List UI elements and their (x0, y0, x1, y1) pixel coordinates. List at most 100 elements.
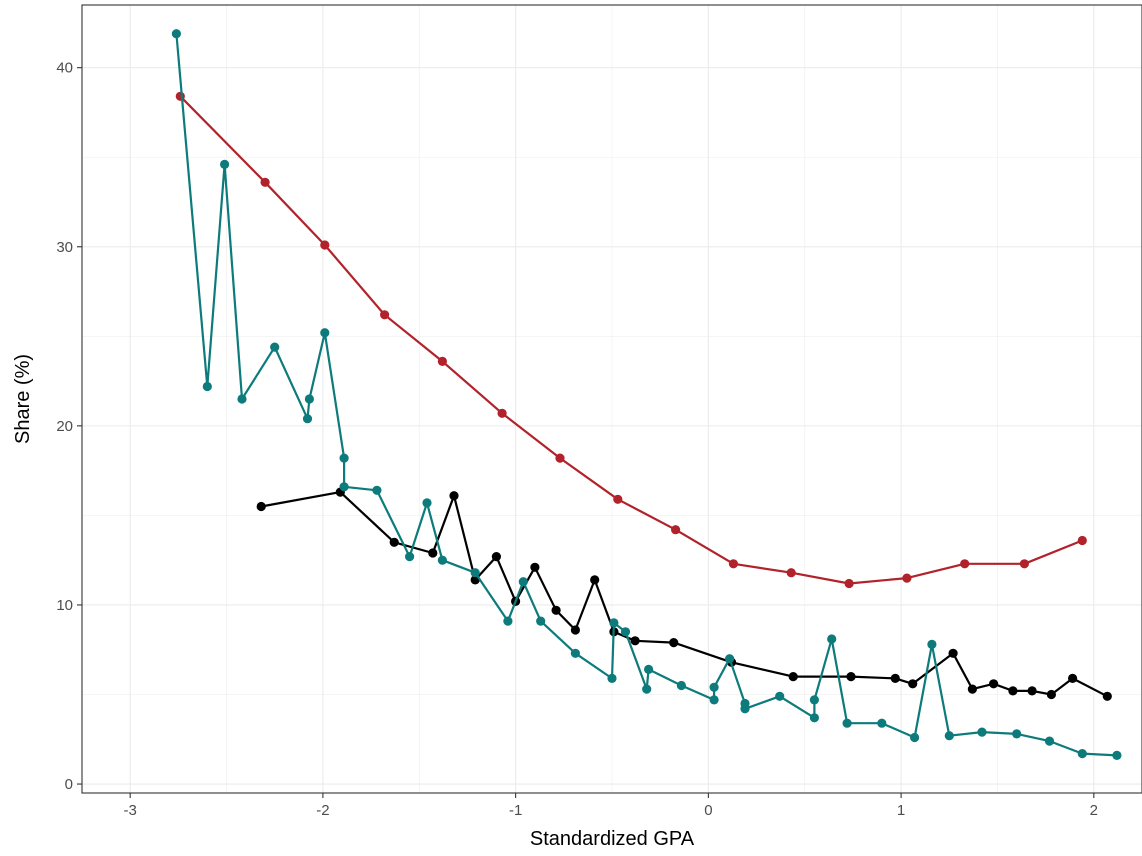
data-point (570, 625, 581, 635)
y-tick-labels: 0 10 20 30 40 (56, 60, 73, 793)
data-point (910, 732, 920, 743)
series-layer (171, 29, 1122, 761)
data-point (1102, 691, 1112, 701)
x-tick-label: 2 (1090, 802, 1098, 819)
data-point (1046, 689, 1056, 700)
data-point (989, 679, 999, 689)
data-point (372, 485, 382, 495)
data-point (503, 616, 513, 626)
data-point (709, 682, 719, 692)
axis-ticks (77, 67, 1095, 798)
data-point (827, 634, 837, 644)
data-point (428, 548, 438, 558)
data-point (809, 695, 820, 705)
x-tick-label: 0 (704, 802, 712, 819)
data-point (669, 638, 679, 648)
data-point (320, 240, 330, 250)
data-point (613, 494, 623, 504)
x-axis-title: Standardized GPA (530, 828, 695, 850)
data-point (902, 573, 912, 583)
data-point (877, 718, 887, 728)
x-tick-label: 1 (897, 802, 905, 819)
data-point (890, 673, 900, 684)
data-point (339, 453, 349, 463)
data-point (676, 680, 687, 691)
series-line (175, 33, 1117, 757)
y-tick-label: 10 (56, 597, 73, 614)
data-point (1012, 729, 1022, 739)
data-point (1044, 736, 1055, 746)
data-point (948, 648, 958, 658)
data-point (709, 695, 719, 705)
data-point (202, 381, 212, 392)
data-point (270, 342, 280, 352)
data-point (728, 559, 739, 569)
data-point (497, 408, 507, 418)
x-tick-label: -3 (124, 802, 137, 819)
y-axis-title: Share (%) (12, 354, 34, 444)
data-point (530, 562, 540, 572)
data-point (304, 394, 314, 404)
data-point (491, 552, 501, 562)
x-tick-label: -1 (509, 802, 522, 819)
series-1 (175, 91, 1087, 589)
data-point (788, 672, 798, 682)
data-point (960, 559, 970, 569)
data-point (237, 394, 247, 404)
data-point (1068, 673, 1078, 684)
data-point (256, 501, 266, 512)
series-line (179, 95, 1083, 585)
data-point (518, 577, 528, 587)
data-point (175, 91, 185, 101)
data-point (422, 498, 432, 508)
series-3 (171, 29, 1122, 761)
data-point (437, 356, 447, 366)
data-point (1027, 686, 1037, 696)
data-point (842, 718, 852, 728)
data-point (1008, 686, 1018, 696)
data-point (786, 568, 796, 578)
data-point (977, 727, 987, 737)
data-point (607, 673, 617, 684)
data-point (644, 664, 654, 675)
data-point (908, 679, 918, 689)
data-point (844, 578, 854, 589)
data-point (171, 29, 181, 39)
data-point (944, 731, 954, 741)
data-point (260, 177, 270, 187)
panel-border (81, 4, 1142, 794)
data-point (380, 310, 390, 320)
data-point (671, 525, 681, 535)
grid-major (82, 5, 1142, 793)
data-point (405, 552, 415, 562)
data-point (809, 713, 820, 723)
data-point (775, 691, 785, 701)
data-point (740, 704, 750, 714)
y-tick-label: 40 (56, 60, 73, 77)
data-point (389, 537, 399, 547)
data-point (1077, 535, 1087, 546)
data-point (470, 568, 480, 578)
y-tick-label: 30 (56, 239, 73, 256)
series-line (261, 491, 1108, 698)
x-tick-labels: -3 -2 -1 0 1 2 (124, 802, 1098, 819)
data-point (1019, 559, 1029, 569)
data-point (320, 328, 330, 338)
data-point (555, 453, 565, 463)
grid-minor (82, 5, 1142, 793)
data-point (536, 616, 546, 626)
data-point (1077, 749, 1087, 759)
data-point (846, 672, 856, 682)
y-tick-label: 20 (56, 418, 73, 435)
data-point (927, 639, 937, 650)
data-point (1112, 750, 1122, 761)
data-point (570, 648, 581, 658)
data-point (967, 684, 978, 694)
data-point (590, 575, 600, 585)
data-point (725, 654, 735, 664)
data-point (609, 618, 619, 628)
data-point (339, 482, 349, 492)
data-point (551, 605, 561, 615)
data-point (642, 684, 652, 694)
